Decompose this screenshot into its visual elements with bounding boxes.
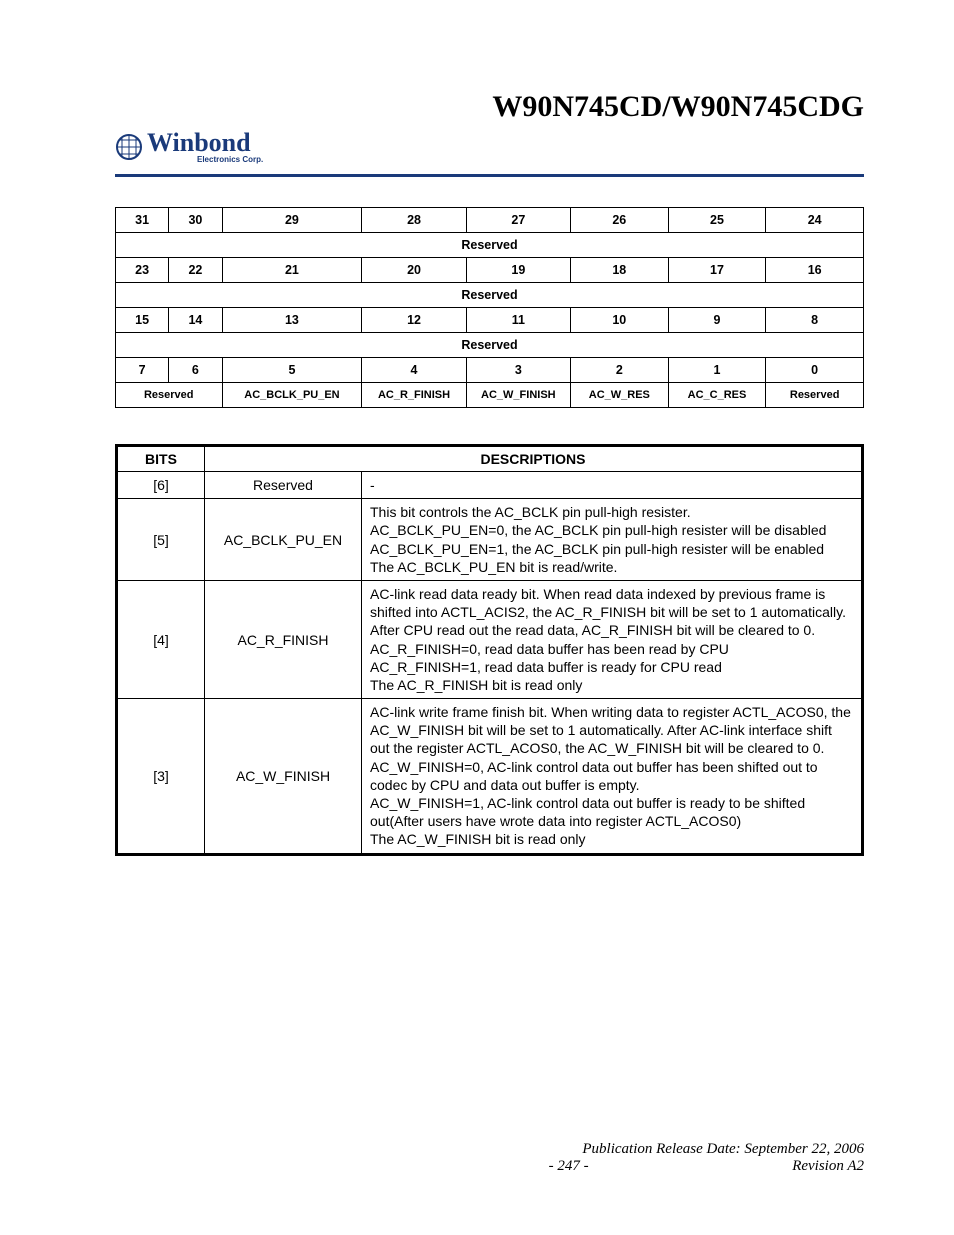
desc-name-cell: AC_W_FINISH	[205, 699, 362, 855]
desc-name-cell: AC_R_FINISH	[205, 580, 362, 698]
bit-number-cell: 19	[466, 258, 570, 283]
bit-number-cell: 5	[222, 358, 362, 383]
bit-number-cell: 4	[362, 358, 466, 383]
bit-number-cell: 10	[570, 308, 668, 333]
footer-revision: Revision A2	[792, 1158, 864, 1175]
bit-field-cell: Reserved	[116, 383, 223, 408]
desc-bits-cell: [5]	[117, 499, 205, 581]
bit-number-cell: 7	[116, 358, 169, 383]
desc-text-cell: AC-link read data ready bit. When read d…	[362, 580, 863, 698]
bit-number-cell: 15	[116, 308, 169, 333]
desc-text-cell: AC-link write frame finish bit. When wri…	[362, 699, 863, 855]
register-bits-table: 3130292827262524Reserved2322212019181716…	[115, 207, 864, 408]
bit-number-cell: 2	[570, 358, 668, 383]
desc-name-cell: AC_BCLK_PU_EN	[205, 499, 362, 581]
bit-number-cell: 29	[222, 208, 362, 233]
desc-bits-cell: [3]	[117, 699, 205, 855]
footer-pub-date: Publication Release Date: September 22, …	[115, 1141, 864, 1158]
desc-text-cell: This bit controls the AC_BCLK pin pull-h…	[362, 499, 863, 581]
bit-number-cell: 12	[362, 308, 466, 333]
bit-number-cell: 13	[222, 308, 362, 333]
bit-description-table: BITSDESCRIPTIONS[6]Reserved- [5]AC_BCLK_P…	[115, 444, 864, 856]
desc-bits-cell: [4]	[117, 580, 205, 698]
bit-number-cell: 21	[222, 258, 362, 283]
logo-text: Winbond	[147, 130, 263, 156]
bit-number-cell: 26	[570, 208, 668, 233]
reserved-row: Reserved	[116, 333, 864, 358]
bit-number-cell: 14	[169, 308, 222, 333]
bit-number-cell: 8	[766, 308, 864, 333]
reserved-row: Reserved	[116, 233, 864, 258]
bit-number-cell: 31	[116, 208, 169, 233]
bit-field-cell: AC_BCLK_PU_EN	[222, 383, 362, 408]
bit-number-cell: 23	[116, 258, 169, 283]
bit-number-cell: 28	[362, 208, 466, 233]
bit-number-cell: 30	[169, 208, 222, 233]
bit-number-cell: 27	[466, 208, 570, 233]
doc-title: W90N745CD/W90N745CDG	[115, 90, 864, 124]
bit-number-cell: 24	[766, 208, 864, 233]
globe-icon	[115, 133, 143, 161]
bit-number-cell: 11	[466, 308, 570, 333]
logo-region: Winbond Electronics Corp.	[115, 130, 864, 174]
desc-text-cell: -	[362, 472, 863, 499]
header-rule	[115, 174, 864, 177]
reserved-row: Reserved	[116, 283, 864, 308]
bit-number-cell: 3	[466, 358, 570, 383]
logo-subtext: Electronics Corp.	[197, 156, 263, 164]
bit-number-cell: 9	[668, 308, 766, 333]
bit-number-cell: 1	[668, 358, 766, 383]
footer-page-number: - 247 -	[115, 1158, 792, 1175]
bit-number-cell: 0	[766, 358, 864, 383]
desc-header-descriptions: DESCRIPTIONS	[205, 446, 863, 472]
bit-field-cell: Reserved	[766, 383, 864, 408]
bit-number-cell: 22	[169, 258, 222, 283]
bit-number-cell: 6	[169, 358, 222, 383]
desc-name-cell: Reserved	[205, 472, 362, 499]
bit-number-cell: 16	[766, 258, 864, 283]
bit-number-cell: 20	[362, 258, 466, 283]
bit-field-cell: AC_W_FINISH	[466, 383, 570, 408]
bit-number-cell: 25	[668, 208, 766, 233]
desc-bits-cell: [6]	[117, 472, 205, 499]
bit-field-cell: AC_C_RES	[668, 383, 766, 408]
bit-number-cell: 18	[570, 258, 668, 283]
bit-field-cell: AC_R_FINISH	[362, 383, 466, 408]
page-footer: Publication Release Date: September 22, …	[115, 1141, 864, 1175]
desc-header-bits: BITS	[117, 446, 205, 472]
bit-number-cell: 17	[668, 258, 766, 283]
bit-field-cell: AC_W_RES	[570, 383, 668, 408]
